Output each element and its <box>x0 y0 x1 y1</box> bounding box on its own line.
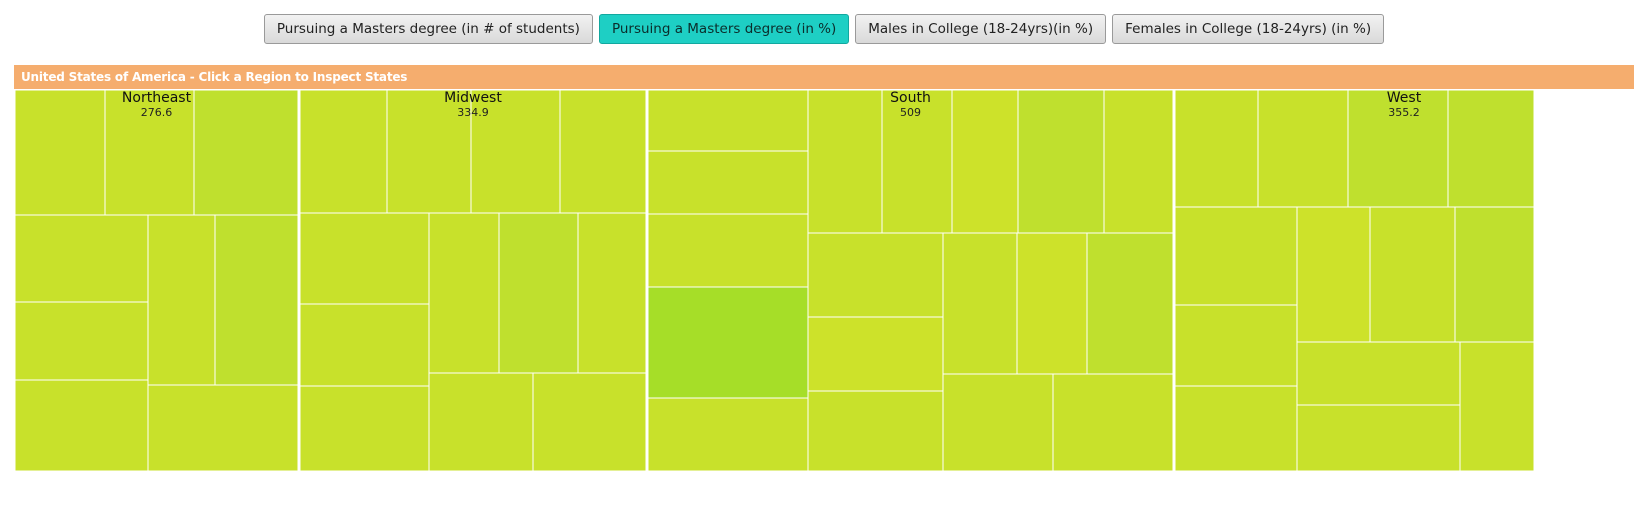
west-region-value: 355.2 <box>1388 106 1420 119</box>
south-state-cell-9[interactable] <box>1017 89 1105 234</box>
west-state-cell-3[interactable] <box>1347 89 1449 208</box>
south-state-cell-16[interactable] <box>1086 232 1175 375</box>
midwest-state-cell-12[interactable] <box>532 372 648 472</box>
west-state-cell-7[interactable] <box>1173 385 1298 472</box>
metric-toolbar: Pursuing a Masters degree (in # of stude… <box>0 14 1648 44</box>
northeast-state-cell-7[interactable] <box>147 214 216 386</box>
west-state-cell-5[interactable] <box>1173 206 1298 306</box>
west-state-cell-1[interactable] <box>1173 89 1259 208</box>
west-state-cell-11[interactable] <box>1296 341 1461 406</box>
country-banner[interactable]: United States of America - Click a Regio… <box>14 65 1634 89</box>
midwest-region-label: Midwest <box>444 90 502 106</box>
south-state-cell-15[interactable] <box>1016 232 1088 375</box>
northeast-state-cell-9[interactable] <box>147 384 300 472</box>
south-state-cell-18[interactable] <box>1052 373 1175 472</box>
northeast-region-label: Northeast <box>122 90 192 106</box>
females-college-button[interactable]: Females in College (18-24yrs) (in %) <box>1112 14 1385 44</box>
midwest-state-cell-5[interactable] <box>298 212 430 305</box>
west-state-cell-9[interactable] <box>1369 206 1456 343</box>
south-state-cell-14[interactable] <box>942 232 1018 375</box>
west-state-cell-8[interactable] <box>1296 206 1371 343</box>
west-state-cell-10[interactable] <box>1454 206 1535 343</box>
northeast-region-value: 276.6 <box>141 106 173 119</box>
south-state-cell-1[interactable] <box>646 89 809 152</box>
midwest-state-cell-4[interactable] <box>559 89 648 214</box>
west-state-cell-12[interactable] <box>1296 404 1461 472</box>
south-region-value: 509 <box>900 106 921 119</box>
south-state-cell-13[interactable] <box>807 390 944 472</box>
south-state-cell-5[interactable] <box>646 397 809 472</box>
south-region-label: South <box>890 90 931 106</box>
masters-percent-button[interactable]: Pursuing a Masters degree (in %) <box>598 14 850 44</box>
midwest-state-cell-7[interactable] <box>298 385 430 472</box>
northeast-state-cell-4[interactable] <box>14 214 149 303</box>
west-state-cell-13[interactable] <box>1459 341 1535 472</box>
south-state-cell-17[interactable] <box>942 373 1054 472</box>
south-state-cell-2[interactable] <box>646 150 809 215</box>
south-state-cell-4[interactable] <box>646 286 809 399</box>
south-state-cell-8[interactable] <box>951 89 1019 234</box>
northeast-state-cell-3[interactable] <box>193 89 300 216</box>
south-state-cell-6[interactable] <box>807 89 883 234</box>
west-state-cell-2[interactable] <box>1257 89 1349 208</box>
midwest-state-cell-3[interactable] <box>470 89 561 214</box>
northeast-state-cell-6[interactable] <box>14 379 149 472</box>
midwest-state-cell-10[interactable] <box>577 212 648 374</box>
midwest-state-cell-6[interactable] <box>298 303 430 387</box>
west-state-cell-4[interactable] <box>1447 89 1535 208</box>
masters-count-button[interactable]: Pursuing a Masters degree (in # of stude… <box>263 14 593 44</box>
midwest-region-value: 334.9 <box>457 106 489 119</box>
males-college-button[interactable]: Males in College (18-24yrs)(in %) <box>855 14 1107 44</box>
west-region[interactable] <box>1172 89 1634 472</box>
south-state-cell-3[interactable] <box>646 213 809 288</box>
south-state-cell-7[interactable] <box>881 89 953 234</box>
northeast-state-cell-2[interactable] <box>104 89 195 216</box>
midwest-state-cell-8[interactable] <box>428 212 500 374</box>
south-state-cell-10[interactable] <box>1103 89 1175 234</box>
west-state-cell-6[interactable] <box>1173 304 1298 387</box>
midwest-state-cell-11[interactable] <box>428 372 534 472</box>
northeast-state-cell-8[interactable] <box>214 214 300 386</box>
northeast-state-cell-5[interactable] <box>14 301 149 381</box>
midwest-state-cell-1[interactable] <box>298 89 388 214</box>
south-state-cell-12[interactable] <box>807 316 944 392</box>
midwest-state-cell-2[interactable] <box>386 89 472 214</box>
south-state-cell-11[interactable] <box>807 232 944 318</box>
northeast-state-cell-1[interactable] <box>14 89 106 216</box>
west-region-label: West <box>1387 90 1422 106</box>
midwest-state-cell-9[interactable] <box>498 212 579 374</box>
